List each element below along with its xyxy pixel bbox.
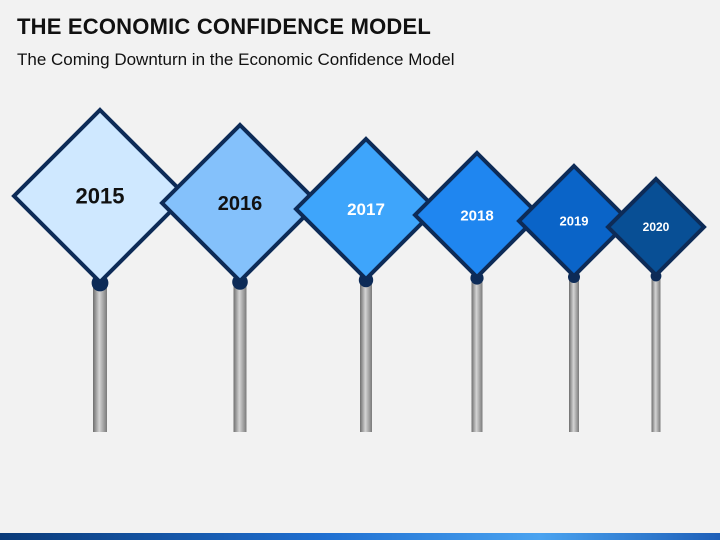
diamond-sign-2016 <box>159 122 321 284</box>
sign-year-label-2019: 2019 <box>560 214 589 229</box>
sign-year-label-2017: 2017 <box>347 200 385 219</box>
signpost-pole-2017 <box>360 279 372 432</box>
sign-year-label-2018: 2018 <box>460 207 493 224</box>
diamond-sign-2017 <box>293 136 439 282</box>
diamond-sign-2020 <box>605 176 707 278</box>
diamond-sign-2018 <box>412 150 542 280</box>
signpost-pole-2019 <box>569 276 579 432</box>
diamond-sign-2015 <box>11 107 189 285</box>
bottom-accent-bar <box>0 533 720 540</box>
signpost-pole-2016 <box>233 281 247 432</box>
signpost-pole-2020 <box>651 275 661 432</box>
signpost-pole-2015 <box>93 282 107 432</box>
page-title: THE ECONOMIC CONFIDENCE MODEL <box>17 14 432 39</box>
diamond-sign-2019 <box>516 163 632 279</box>
sign-year-label-2016: 2016 <box>218 193 263 215</box>
sign-year-label-2015: 2015 <box>76 184 125 209</box>
sign-year-label-2020: 2020 <box>643 220 670 234</box>
page-subtitle: The Coming Downturn in the Economic Conf… <box>17 50 455 69</box>
signpost-pole-2018 <box>471 277 483 432</box>
